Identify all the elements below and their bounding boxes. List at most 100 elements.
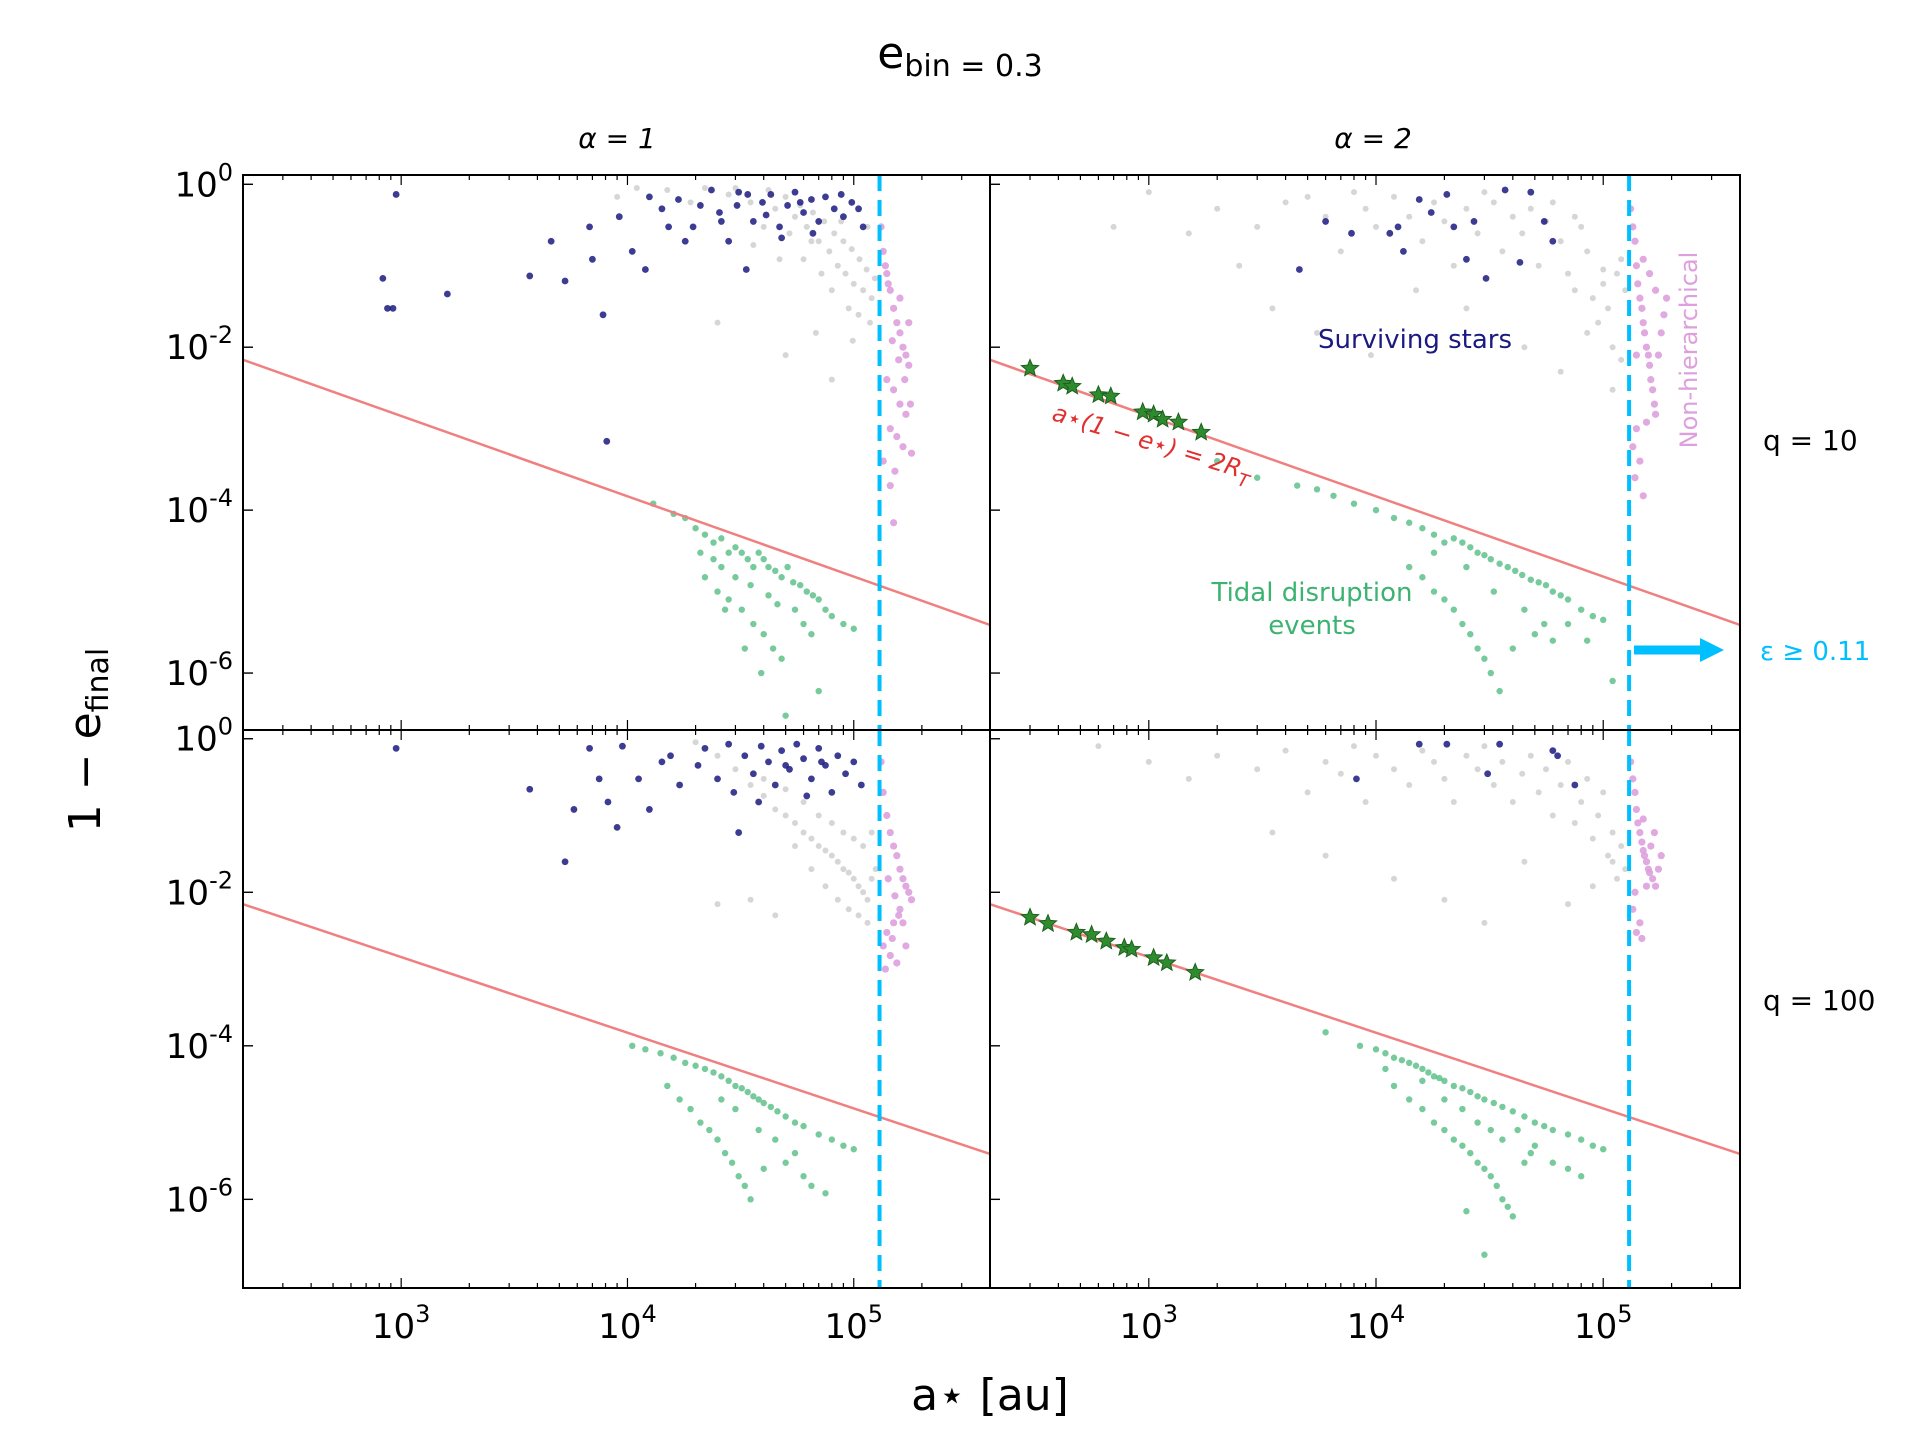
surviving-point [701, 744, 709, 752]
tde-point [714, 588, 721, 595]
tde-point [1412, 1062, 1420, 1069]
ejected-point [868, 829, 875, 836]
nonhier-point [890, 919, 898, 927]
y-tick-label: 10-2 [166, 321, 233, 368]
surviving-point [767, 191, 775, 198]
surviving-point [809, 229, 817, 237]
x-tick-label: 104 [598, 1300, 657, 1347]
surviving-point [837, 191, 845, 198]
tde-point [1406, 1059, 1413, 1067]
tde-point [1504, 563, 1511, 571]
tde-point [774, 1108, 781, 1115]
annotation-tde-line2: events [1268, 611, 1356, 641]
nonhier-point [890, 304, 898, 312]
ejected-point [701, 185, 708, 192]
nonhier-point [1645, 270, 1654, 278]
y-tick-label: 10-2 [166, 866, 233, 913]
nonhier-point [1632, 262, 1641, 270]
ejected-point [855, 912, 862, 919]
ejected-point [1269, 305, 1276, 312]
surviving-point [855, 205, 862, 213]
tde-point [1406, 519, 1413, 526]
x-axis-label: a⋆ [au] [911, 1370, 1069, 1421]
ejected-point [1373, 752, 1380, 759]
tde-point [741, 1182, 749, 1190]
ejected-point [831, 230, 838, 237]
surviving-point [570, 806, 578, 813]
surviving-point [815, 744, 823, 752]
tde-point [1406, 1096, 1413, 1103]
surviving-point [765, 758, 772, 766]
surviving-point [658, 205, 666, 213]
surviving-point [714, 775, 721, 783]
y-tick-label: 10-6 [166, 647, 233, 694]
surviving-point [1400, 248, 1407, 255]
tidal-boundary-line [243, 902, 990, 1156]
tde-point [701, 1065, 709, 1073]
ejected-point [1490, 199, 1497, 206]
ejected-point [772, 912, 779, 919]
surviving-point [800, 209, 807, 216]
ejected-point [1254, 223, 1261, 230]
tde-point [760, 1165, 767, 1172]
tidal-boundary-line [243, 358, 990, 627]
tde-point [1549, 588, 1557, 595]
tde-point [1398, 1056, 1406, 1064]
tde-point [732, 1082, 739, 1090]
tde-point [1459, 1085, 1466, 1092]
annotation-tde-line1: Tidal disruption [1211, 578, 1413, 608]
tde-point [1450, 1136, 1458, 1143]
tde-point [732, 574, 739, 581]
nonhier-point [1636, 828, 1644, 837]
tde-point [1474, 1093, 1481, 1100]
ejected-point [1413, 287, 1420, 294]
ejected-point [1406, 781, 1413, 788]
annotation-epsilon-threshold: ε ≥ 0.11 [1760, 637, 1870, 667]
ejected-point [800, 798, 807, 805]
tde-point [725, 1077, 732, 1085]
surviving-point [782, 761, 790, 769]
y-tick-label: 100 [174, 713, 233, 760]
nonhier-point [884, 280, 892, 288]
ejected-point [1565, 270, 1572, 277]
ejected-point [1431, 199, 1438, 206]
nonhier-point [907, 896, 916, 904]
ejected-point [714, 901, 721, 908]
surviving-point [1353, 775, 1360, 783]
tde-point [1254, 474, 1261, 481]
x-tick-label: 105 [824, 1300, 883, 1347]
nonhier-point [899, 343, 907, 351]
ejected-point [1322, 758, 1329, 765]
ejected-point [1521, 344, 1528, 351]
ejected-point [1441, 896, 1448, 903]
ejected-point [1406, 213, 1413, 220]
tde-point [782, 712, 789, 719]
ejected-point [1185, 230, 1192, 237]
surviving-point [796, 198, 804, 206]
ejected-point [1584, 248, 1591, 255]
ejected-point [786, 230, 793, 237]
surviving-point [749, 218, 757, 225]
ejected-point [845, 869, 852, 876]
col-title-alpha1: α = 1 [578, 122, 656, 155]
surviving-point [392, 744, 400, 752]
tde-point [718, 563, 725, 571]
ejected-point [1527, 205, 1534, 212]
nonhier-point [890, 386, 898, 394]
tde-point [784, 563, 791, 571]
tde-point [1512, 567, 1519, 575]
surviving-point [733, 202, 741, 209]
surviving-point [1443, 740, 1451, 748]
nonhier-point [1642, 343, 1651, 351]
ejected-point [792, 213, 799, 220]
nonhier-point [883, 811, 891, 820]
tde-point [791, 606, 799, 613]
tde-point [710, 555, 717, 563]
ejected-point [714, 319, 721, 326]
nonhier-point [884, 875, 892, 883]
surviving-point [1554, 752, 1562, 760]
tde-point [728, 1159, 736, 1166]
tde-point [800, 620, 807, 628]
tde-point [1481, 1165, 1488, 1172]
tde-point [1564, 1131, 1572, 1138]
